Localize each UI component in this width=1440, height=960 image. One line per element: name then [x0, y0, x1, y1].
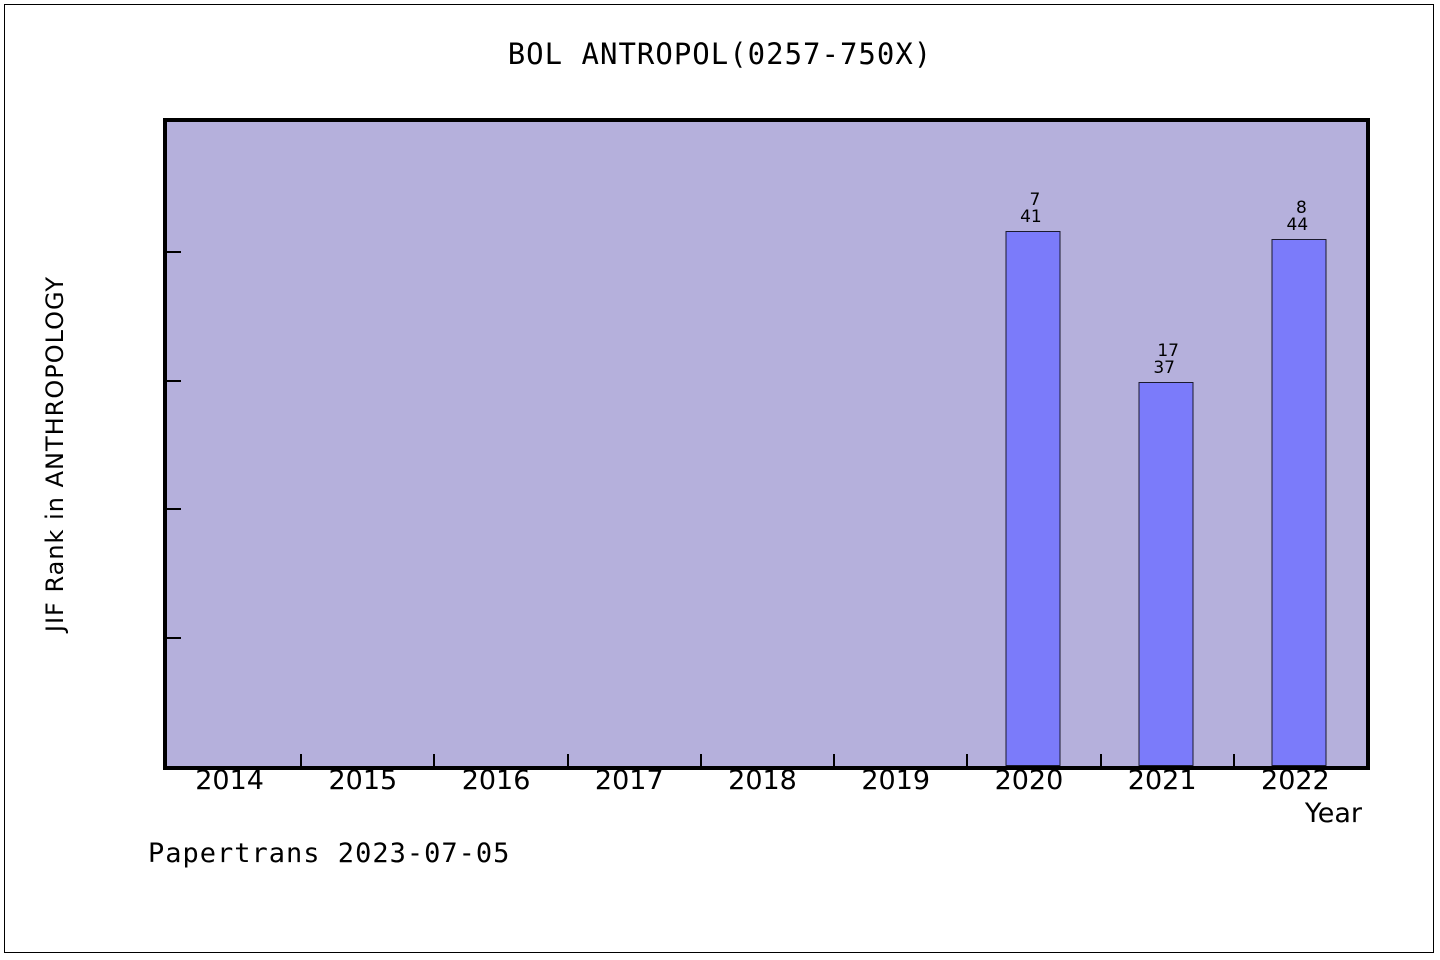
bars-layer: 7 41 17 37 8 44 [167, 122, 1366, 766]
x-tick-label: 2021 [1127, 765, 1197, 796]
bar-slot [167, 122, 300, 766]
bar[interactable] [1138, 382, 1194, 766]
x-tick-mark [566, 754, 569, 766]
y-tick-mark [167, 508, 181, 511]
x-tick-mark [300, 754, 303, 766]
bar-slot: 8 44 [1233, 122, 1366, 766]
x-tick-mark [966, 754, 969, 766]
x-tick-label: 2019 [861, 765, 931, 796]
x-tick-label: 2020 [994, 765, 1064, 796]
bar-value-label: 17 37 [1153, 343, 1179, 377]
footer-caption: Papertrans 2023-07-05 [148, 838, 511, 869]
bar-label-denominator: 37 [1153, 358, 1175, 379]
x-tick-mark [1232, 754, 1235, 766]
y-axis-title: JIF Rank in ANTHROPOLOGY [41, 275, 69, 633]
x-tick-label: 2016 [461, 765, 531, 796]
bar-slot [700, 122, 833, 766]
x-tick-label: 2015 [328, 765, 398, 796]
bar[interactable] [1005, 231, 1061, 766]
x-tick-mark [433, 754, 436, 766]
x-tick-label: 2018 [728, 765, 797, 796]
bar-label-numerator: 7 [1029, 190, 1041, 211]
bar-value-label: 7 41 [1020, 190, 1042, 226]
x-tick-label: 2022 [1261, 765, 1330, 796]
x-tick-mark [1099, 754, 1102, 766]
x-axis-title: Year [1304, 798, 1362, 829]
x-tick-label: 2014 [195, 765, 264, 796]
bar-slot: 7 41 [966, 122, 1099, 766]
x-tick-mark [699, 754, 702, 766]
y-tick-mark [167, 250, 181, 253]
bar[interactable] [1271, 239, 1327, 766]
bar-label-numerator: 17 [1157, 341, 1179, 362]
bar-slot: 17 37 [1100, 122, 1233, 766]
x-tick-mark [833, 754, 836, 766]
y-tick-mark [167, 637, 181, 640]
bar-slot [300, 122, 433, 766]
figure-border [4, 4, 1434, 953]
bar-label-denominator: 41 [1020, 207, 1042, 228]
bar-slot [833, 122, 966, 766]
bar-value-label: 8 44 [1287, 198, 1309, 234]
chart-title: BOL ANTROPOL(0257-750X) [507, 37, 933, 71]
plot-inner: 7 41 17 37 8 44 [167, 122, 1366, 766]
bar-slot [567, 122, 700, 766]
bar-label-denominator: 44 [1286, 215, 1309, 236]
y-tick-mark [167, 379, 181, 382]
bar-slot [433, 122, 566, 766]
x-tick-label: 2017 [594, 765, 664, 796]
bar-label-numerator: 8 [1295, 198, 1307, 219]
plot-area: 7 41 17 37 8 44 [163, 118, 1370, 770]
